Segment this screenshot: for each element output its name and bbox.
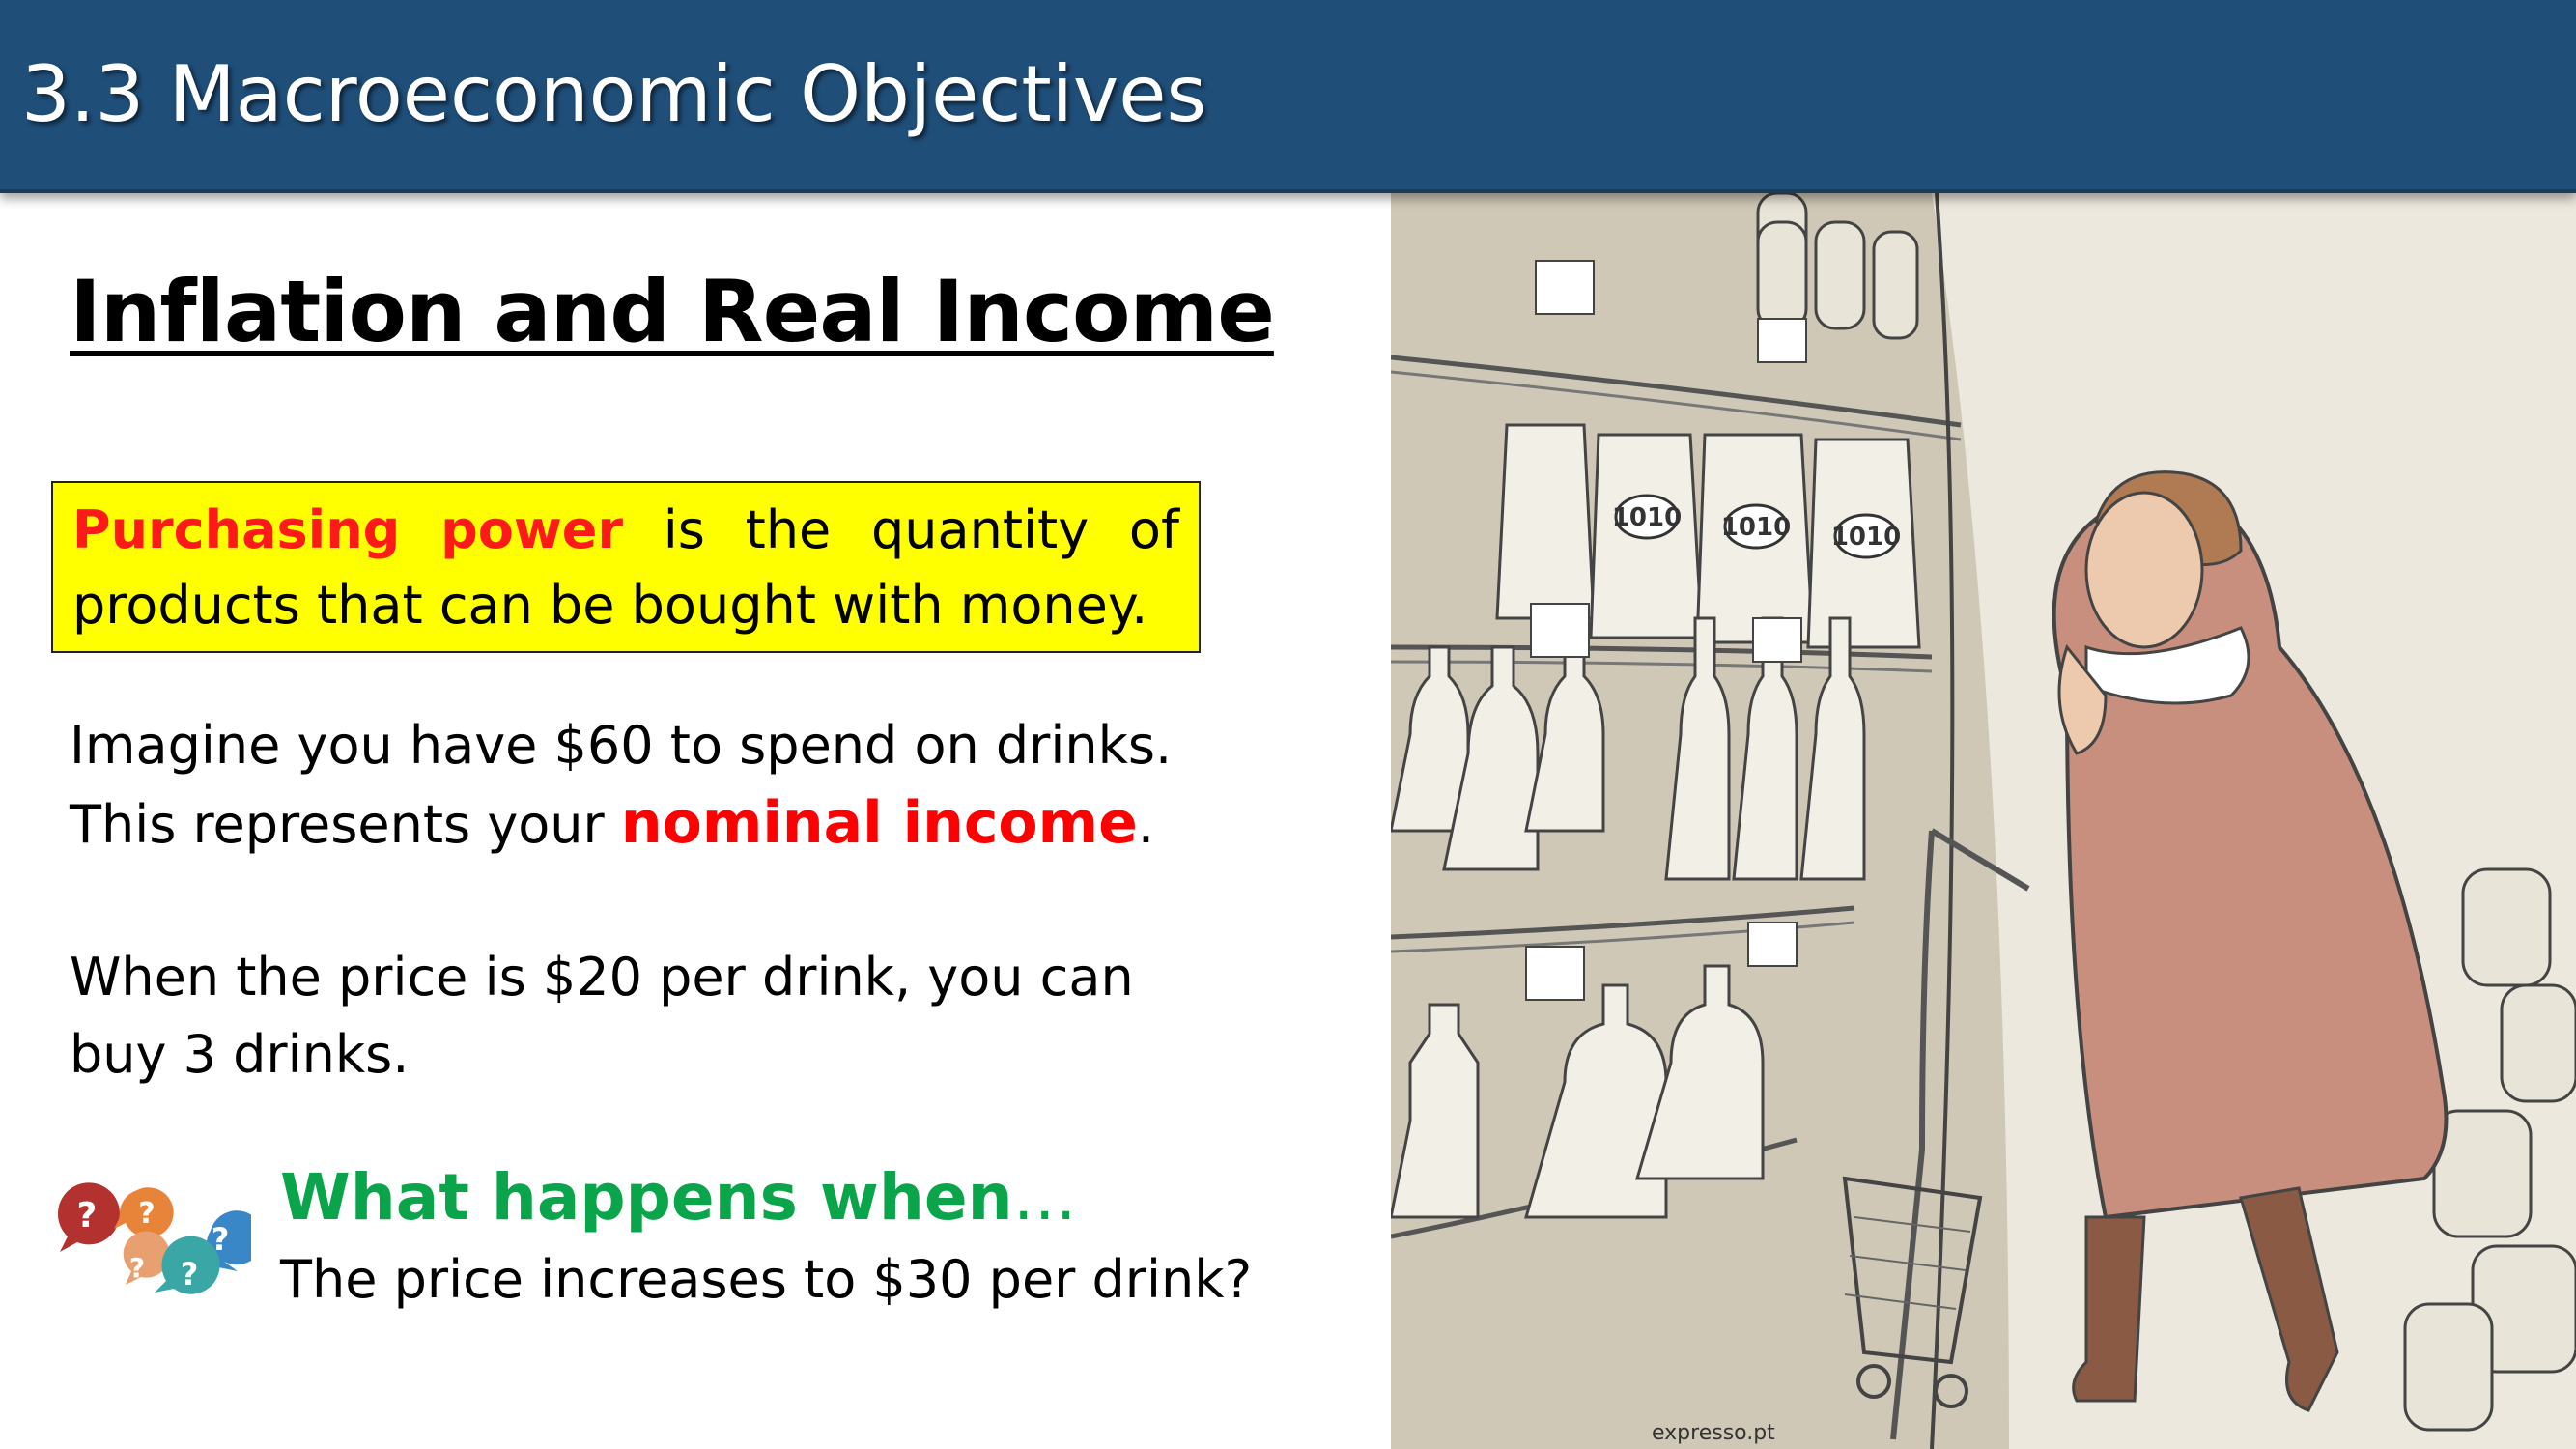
bag-label: 1010 <box>1831 523 1901 552</box>
definition-term-word-1: Purchasing <box>72 499 401 560</box>
bag-label: 1010 <box>1721 513 1791 542</box>
section-heading: Inflation and Real Income <box>70 262 1275 361</box>
shopper-cartoon-illustration: 1010 1010 1010 <box>1391 193 2576 1449</box>
title-bar: 3.3 Macroeconomic Objectives <box>0 0 2576 193</box>
paragraph-1-line-2: This represents your nominal income. <box>70 784 1172 864</box>
definition-word: is <box>663 499 705 560</box>
nominal-income-highlight: nominal income <box>620 789 1138 857</box>
prompt-heading: What happens when… <box>280 1154 1077 1241</box>
paragraph-nominal-income: Imagine you have $60 to spend on drinks.… <box>70 707 1172 864</box>
paragraph-2-line-2: buy 3 drinks. <box>70 1024 410 1085</box>
definition-word: of <box>1128 499 1179 560</box>
definition-box: Purchasing power is the quantity of prod… <box>51 481 1201 653</box>
definition-line-1: Purchasing power is the quantity of <box>72 493 1179 568</box>
question-bubbles-icon: ? ? ? ? ? <box>57 1182 251 1294</box>
svg-text:?: ? <box>138 1197 155 1231</box>
svg-text:?: ? <box>212 1221 230 1258</box>
definition-line-2: products that can be bought with money. <box>72 575 1148 636</box>
paragraph-1-line-1: Imagine you have $60 to spend on drinks. <box>70 715 1173 776</box>
bag-label: 1010 <box>1612 503 1682 532</box>
definition-term-word-2: power <box>440 499 623 560</box>
svg-text:?: ? <box>129 1252 145 1284</box>
cartoon-signature: expresso.pt <box>1652 1421 1775 1445</box>
definition-word: the <box>745 499 832 560</box>
prompt-ellipsis: … <box>1012 1160 1077 1235</box>
paragraph-1-suffix: . <box>1137 794 1155 855</box>
svg-text:?: ? <box>77 1196 98 1236</box>
definition-word: quantity <box>871 499 1090 560</box>
prompt-heading-text: What happens when <box>280 1160 1013 1235</box>
prompt-question: The price increases to $30 per drink? <box>280 1249 1253 1310</box>
paragraph-1-prefix: This represents your <box>70 794 621 855</box>
paragraph-2-line-1: When the price is $20 per drink, you can <box>70 947 1134 1008</box>
slide-title: 3.3 Macroeconomic Objectives <box>21 49 1207 139</box>
paragraph-price-example: When the price is $20 per drink, you can… <box>70 939 1134 1094</box>
svg-text:?: ? <box>181 1256 199 1293</box>
